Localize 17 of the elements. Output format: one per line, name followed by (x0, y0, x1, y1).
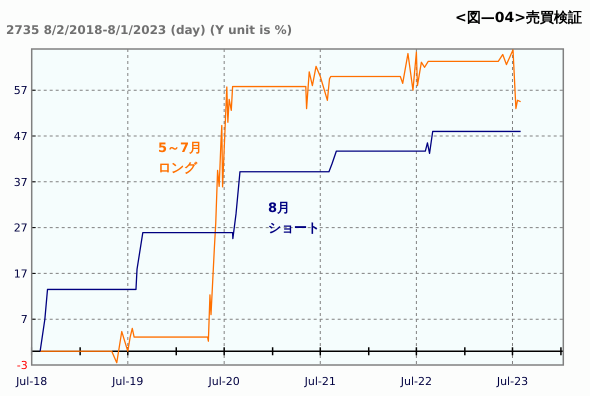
x-tick-label: Jul-21 (304, 375, 336, 388)
x-tick-label: Jul-18 (15, 375, 48, 388)
y-tick-label: 27 (14, 222, 28, 235)
x-tick-label: Jul-19 (111, 375, 144, 388)
series-label: 5～7月ロング (158, 141, 202, 176)
y-tick-label: -3 (16, 359, 28, 372)
text: 8月ショート (268, 201, 320, 236)
y-tick-label: 57 (14, 84, 28, 98)
x-tick-label: Jul-23 (496, 375, 528, 388)
y-tick-label: 47 (14, 130, 28, 144)
x-tick-label: Jul-22 (400, 375, 432, 388)
y-tick-label: 7 (20, 313, 28, 326)
y-tick-label: 17 (14, 267, 28, 280)
x-tick-label: Jul-20 (208, 375, 240, 388)
chart-title: <図—04>売買検証 (455, 9, 582, 26)
chart-subtitle: 2735 8/2/2018-8/1/2023 (day) (Y unit is %) (6, 23, 292, 37)
y-tick-label: 37 (14, 176, 28, 189)
